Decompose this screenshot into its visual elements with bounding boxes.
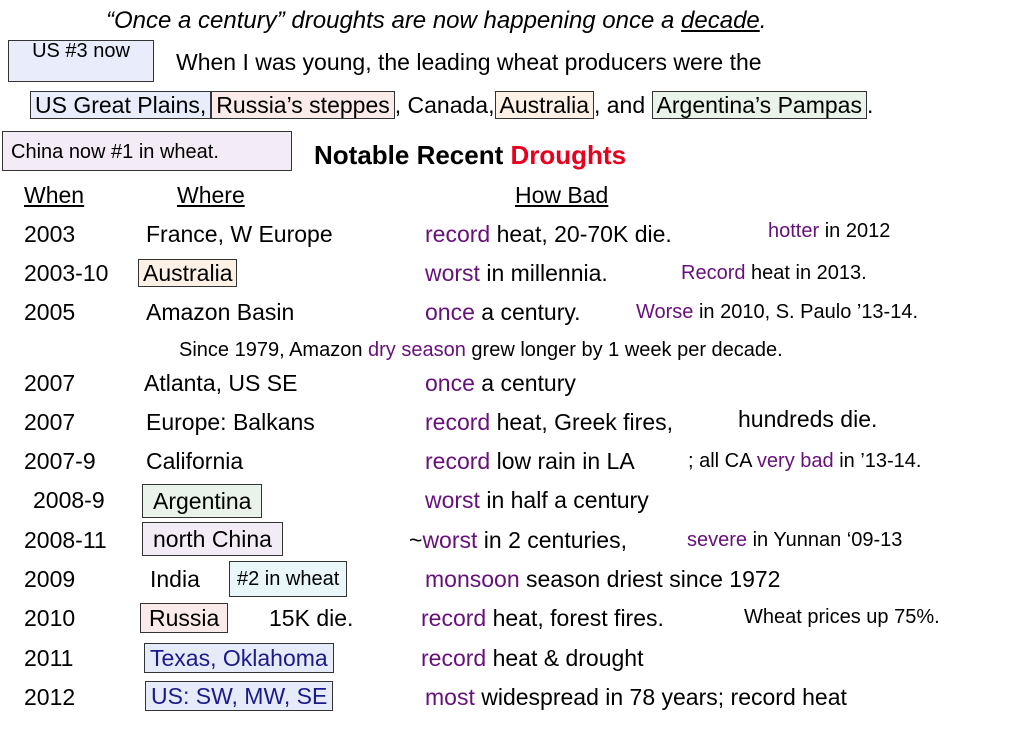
row-note: Worse in 2010, S. Paulo ’13-14. [636, 301, 919, 323]
intro-line-1: When I was young, the leading wheat prod… [176, 49, 762, 75]
row-when: 2003 [24, 221, 76, 247]
row-how-bad: worst in half a century [425, 487, 649, 513]
row-how-bad: record low rain in LA [425, 448, 635, 474]
wheat-rank-box: #2 in wheat [229, 561, 348, 597]
row-when: 2007 [24, 409, 76, 435]
row-how-bad: record heat, Greek fires, [425, 409, 674, 435]
col-where: Where [177, 182, 245, 208]
row-when: 2008-11 [24, 527, 107, 553]
row-when: 2011 [24, 645, 74, 671]
row-note: ; all CA very bad in ’13-14. [688, 450, 922, 472]
row-where: US: SW, MW, SE [145, 681, 334, 711]
row-how-bad: record heat, forest fires. [421, 605, 664, 631]
amazon-note: Since 1979, Amazon dry season grew longe… [179, 339, 783, 361]
row-where: Amazon Basin [146, 299, 295, 325]
row-note: severe in Yunnan ‘09-13 [687, 529, 903, 551]
argentina-pampas-box: Argentina’s Pampas [651, 91, 867, 119]
row-when: 2009 [24, 566, 76, 592]
row-where: Argentina [142, 484, 263, 518]
row-when: 2003-10 [24, 260, 109, 286]
row-where: Russia [140, 603, 229, 633]
intro-line-2: US Great Plains, Russia’s steppes, Canada… [30, 91, 873, 119]
row-note: Wheat prices up 75%. [744, 606, 940, 628]
row-note: hotter in 2012 [768, 220, 891, 242]
china-box: China now #1 in wheat. [2, 131, 292, 171]
row-how-bad: record heat & drought [421, 645, 644, 671]
row-note: Record heat in 2013. [681, 262, 867, 284]
row-how-bad: once a century [425, 370, 576, 396]
decade-word: decade [681, 7, 760, 34]
row-when: 2008-9 [33, 487, 105, 513]
row-when: 2007 [24, 370, 76, 396]
row-where: north China [142, 522, 283, 556]
row-where: Europe: Balkans [146, 409, 315, 435]
row-when: 2005 [24, 299, 76, 325]
australia-box: Australia [494, 91, 594, 119]
row-how-bad: monsoon season driest since 1972 [425, 566, 781, 592]
row-where: Australia [138, 259, 238, 287]
row-where-extra: 15K die. [269, 605, 354, 631]
us3-box: US #3 now [8, 40, 154, 82]
row-when: 2012 [24, 684, 76, 710]
russia-steppes-box: Russia’s steppes [211, 91, 395, 119]
col-when: When [24, 182, 85, 208]
row-where: Texas, Oklahoma [144, 643, 334, 673]
row-how-bad: most widespread in 78 years; record heat [425, 684, 847, 710]
row-how-bad: once a century. [425, 299, 581, 325]
row-how-bad: ~worst in 2 centuries, [409, 527, 627, 553]
row-where: India [150, 566, 200, 592]
row-when: 2007-9 [24, 448, 96, 474]
row-where: Atlanta, US SE [144, 370, 298, 396]
row-where: France, W Europe [146, 221, 333, 247]
page-title: “Once a century” droughts are now happen… [106, 7, 767, 34]
section-title: Notable Recent Droughts [314, 140, 627, 170]
row-where: California [146, 448, 244, 474]
row-when: 2010 [24, 605, 76, 631]
col-how-bad: How Bad [515, 182, 609, 208]
row-how-bad: record heat, 20-70K die. [425, 221, 672, 247]
us-great-plains-box: US Great Plains, [30, 91, 212, 119]
row-how-bad: worst in millennia. [425, 260, 608, 286]
row-note: hundreds die. [738, 406, 878, 432]
